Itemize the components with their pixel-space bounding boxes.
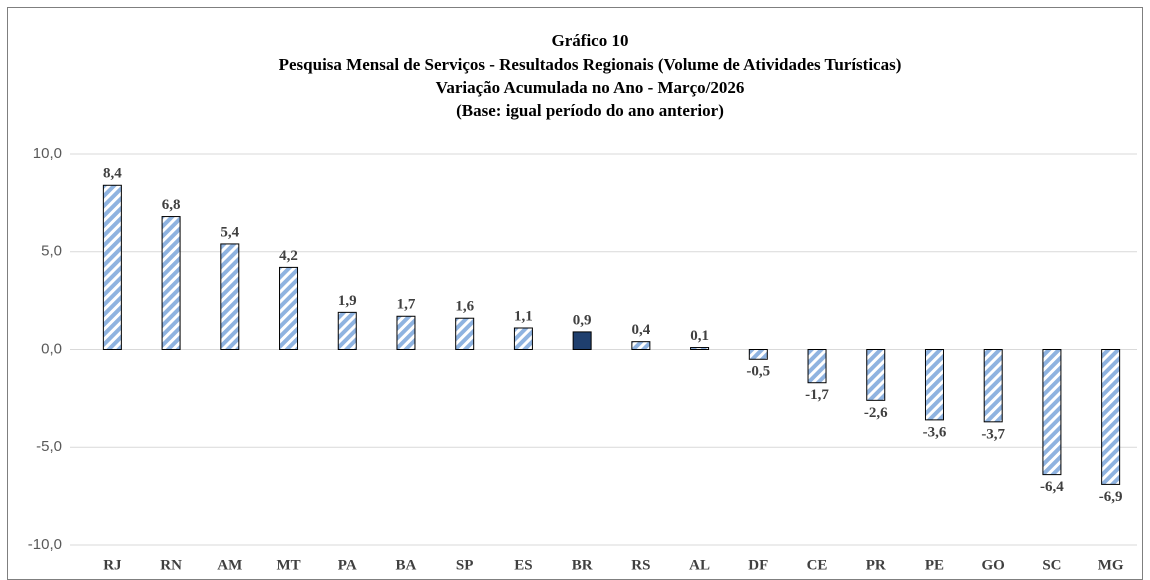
bar	[572, 331, 592, 350]
x-tick-label: RJ	[103, 557, 122, 573]
value-label: -6,4	[1040, 479, 1064, 495]
value-label: 8,4	[103, 166, 122, 182]
x-tick-label: MT	[276, 557, 300, 573]
value-label: -2,6	[864, 405, 888, 421]
bar	[866, 349, 886, 401]
value-label: 1,9	[338, 293, 357, 309]
value-label: 0,4	[631, 322, 650, 338]
bar	[455, 317, 475, 351]
chart-title: Variação Acumulada no Ano - Março/2026	[436, 78, 745, 97]
y-tick-label: -5,0	[36, 438, 62, 455]
bar	[1101, 349, 1121, 485]
x-tick-label: CE	[807, 557, 828, 573]
value-label: 1,7	[397, 297, 416, 313]
x-tick-label: SC	[1042, 557, 1061, 573]
bar	[279, 266, 299, 351]
x-tick-label: AM	[217, 557, 242, 573]
x-tick-label: SP	[456, 557, 474, 573]
bar	[807, 349, 827, 384]
value-label: 4,2	[279, 248, 298, 264]
x-tick-label: PA	[338, 557, 357, 573]
chart-title: Gráfico 10	[552, 31, 629, 50]
bar	[748, 349, 768, 360]
x-tick-label: GO	[982, 557, 1005, 573]
value-label: 0,9	[573, 312, 592, 328]
bar	[161, 216, 181, 350]
x-tick-label: RS	[631, 557, 650, 573]
x-tick-label: DF	[748, 557, 768, 573]
bar	[220, 243, 240, 350]
value-label: -6,9	[1099, 489, 1123, 505]
x-tick-label: ES	[514, 557, 532, 573]
y-tick-label: 0,0	[41, 340, 62, 357]
value-label: -3,6	[923, 424, 947, 440]
y-tick-label: 5,0	[41, 243, 62, 260]
bar	[513, 327, 533, 350]
x-tick-label: BR	[572, 557, 593, 573]
bar	[924, 349, 944, 421]
bar	[396, 315, 416, 351]
x-tick-label: PR	[866, 557, 886, 573]
bar	[337, 311, 357, 351]
x-tick-label: PE	[925, 557, 944, 573]
value-label: -3,7	[981, 426, 1005, 442]
value-label: -1,7	[805, 387, 829, 403]
value-label: -0,5	[746, 364, 770, 380]
value-label: 1,6	[455, 299, 474, 315]
x-tick-label: RN	[160, 557, 182, 573]
x-tick-label: BA	[396, 557, 417, 573]
y-tick-label: 10,0	[33, 145, 62, 162]
value-label: 6,8	[162, 197, 181, 213]
x-tick-label: AL	[689, 557, 710, 573]
y-tick-label: -10,0	[28, 536, 62, 553]
bar	[1042, 349, 1062, 476]
value-label: 5,4	[220, 224, 239, 240]
chart-title: Pesquisa Mensal de Serviços - Resultados…	[279, 55, 902, 74]
x-tick-label: MG	[1098, 557, 1124, 573]
bar	[690, 347, 710, 351]
value-label: 0,1	[690, 328, 709, 344]
value-label: 1,1	[514, 308, 533, 324]
frame	[7, 7, 1143, 580]
bar	[102, 184, 122, 350]
bar	[631, 341, 651, 350]
chart-title: (Base: igual período do ano anterior)	[456, 101, 724, 120]
bar	[983, 349, 1003, 423]
